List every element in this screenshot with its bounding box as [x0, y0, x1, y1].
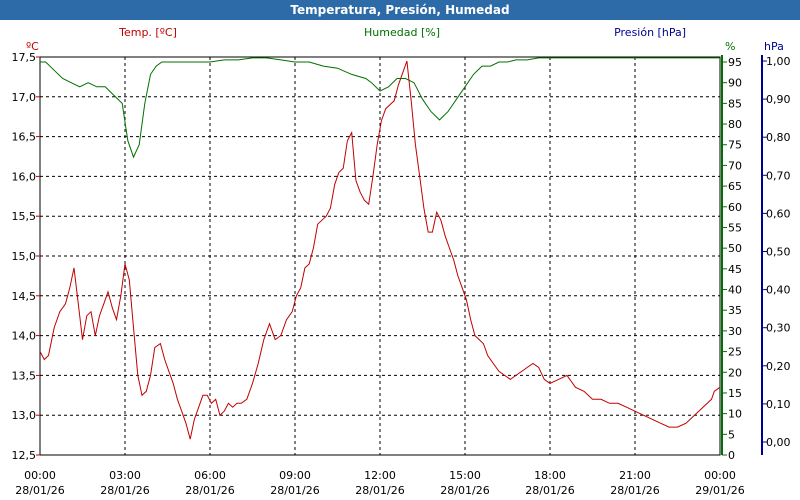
x-tick-date: 28/01/26 — [100, 484, 149, 497]
humidity-tick-label: 30 — [728, 325, 742, 338]
humidity-tick-label: 35 — [728, 304, 742, 317]
x-tick-date: 29/01/26 — [695, 484, 744, 497]
humidity-line — [40, 57, 720, 159]
humidity-tick-label: 0 — [728, 449, 735, 462]
temperature-axis-label: Temp. [ºC] — [118, 26, 177, 39]
pressure-tick-label: 0,20 — [766, 360, 791, 373]
humidity-tick-label: 50 — [728, 242, 742, 255]
temperature-tick-label: 15,5 — [12, 210, 37, 223]
humidity-tick-label: 70 — [728, 159, 742, 172]
pressure-tick-label: 0,70 — [766, 169, 791, 182]
pressure-tick-label: 0,80 — [766, 131, 791, 144]
x-tick-date: 28/01/26 — [185, 484, 234, 497]
temperature-tick-label: 16,5 — [12, 131, 37, 144]
humidity-tick-label: 15 — [728, 387, 742, 400]
axes: 00:00 28/01/26 03:00 28/01/26 06:00 28/01/26 0… — [12, 51, 791, 497]
humidity-tick-label: 75 — [728, 139, 742, 152]
humidity-tick-label: 85 — [728, 97, 742, 110]
humidity-tick-label: 5 — [728, 428, 735, 441]
humidity-tick-label: 20 — [728, 366, 742, 379]
temperature-tick-label: 17,5 — [12, 51, 37, 64]
pressure-tick-label: 0,60 — [766, 207, 791, 220]
temperature-tick-label: 13,5 — [12, 369, 37, 382]
temperature-unit: ºC — [26, 40, 39, 53]
humidity-unit: % — [725, 40, 735, 53]
x-tick-date: 28/01/26 — [270, 484, 319, 497]
x-tick-date: 28/01/26 — [15, 484, 64, 497]
pressure-tick-label: 0,50 — [766, 246, 791, 259]
temperature-tick-label: 16,0 — [12, 170, 37, 183]
grid-lines — [40, 57, 720, 456]
x-tick-date: 28/01/26 — [355, 484, 404, 497]
humidity-tick-label: 40 — [728, 284, 742, 297]
x-tick-time: 21:00 — [619, 469, 651, 482]
pressure-tick-label: 0,10 — [766, 398, 791, 411]
temperature-tick-label: 13,0 — [12, 409, 37, 422]
humidity-tick-label: 60 — [728, 201, 742, 214]
x-tick-time: 18:00 — [534, 469, 566, 482]
x-tick-time: 06:00 — [194, 469, 226, 482]
x-tick-date: 28/01/26 — [440, 484, 489, 497]
pressure-unit: hPa — [764, 40, 784, 53]
x-tick-time: 12:00 — [364, 469, 396, 482]
temperature-line — [39, 60, 721, 440]
humidity-tick-label: 65 — [728, 180, 742, 193]
humidity-tick-label: 55 — [728, 221, 742, 234]
x-tick-time: 15:00 — [449, 469, 481, 482]
humidity-tick-label: 80 — [728, 118, 742, 131]
humidity-axis-label: Humedad [%] — [364, 26, 440, 39]
temperature-tick-label: 12,5 — [12, 449, 37, 462]
humidity-tick-label: 25 — [728, 346, 742, 359]
humidity-tick-label: 90 — [728, 77, 742, 90]
pressure-tick-label: 0,30 — [766, 322, 791, 335]
series-layer — [39, 57, 721, 440]
temperature-tick-label: 17,0 — [12, 91, 37, 104]
x-tick-date: 28/01/26 — [610, 484, 659, 497]
pressure-tick-label: 1,00 — [766, 55, 791, 68]
temperature-tick-label: 14,0 — [12, 330, 37, 343]
temperature-tick-label: 14,5 — [12, 290, 37, 303]
temperature-tick-label: 15,0 — [12, 250, 37, 263]
x-tick-time: 09:00 — [279, 469, 311, 482]
pressure-tick-label: 0,40 — [766, 284, 791, 297]
x-tick-date: 28/01/26 — [525, 484, 574, 497]
humidity-tick-label: 95 — [728, 56, 742, 69]
x-tick-time: 03:00 — [109, 469, 141, 482]
pressure-tick-label: 0,90 — [766, 93, 791, 106]
window-title: Temperatura, Presión, Humedad — [0, 0, 800, 20]
pressure-axis-label: Presión [hPa] — [614, 26, 686, 39]
humidity-tick-label: 10 — [728, 408, 742, 421]
pressure-tick-label: 0,00 — [766, 436, 791, 449]
x-tick-time: 00:00 — [24, 469, 56, 482]
x-tick-time: 00:00 — [704, 469, 736, 482]
humidity-tick-label: 45 — [728, 263, 742, 276]
